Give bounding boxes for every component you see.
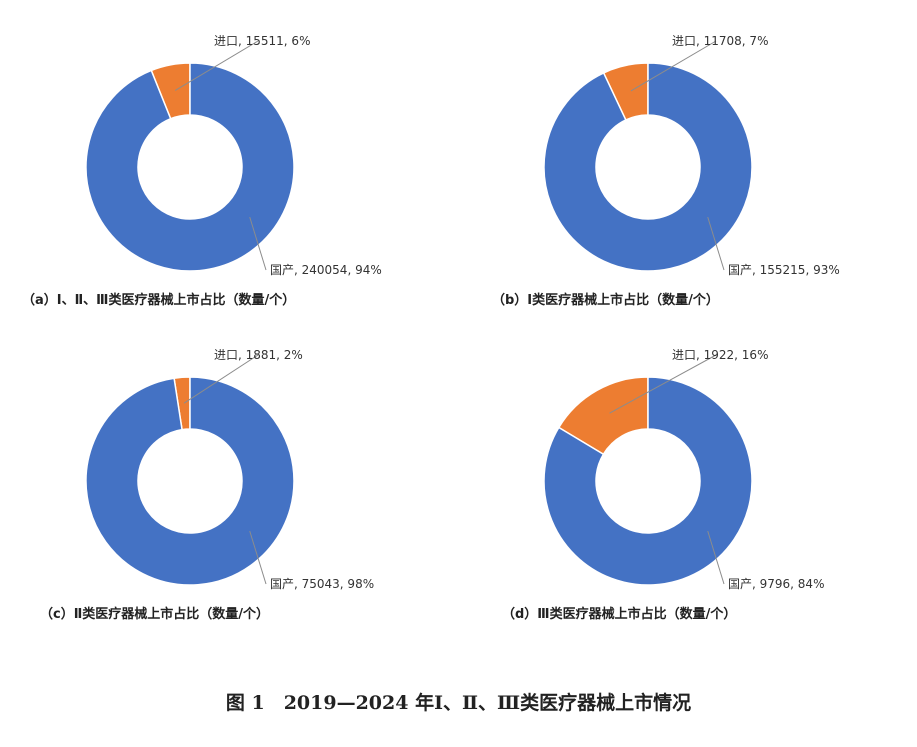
donut-chart-d: 进口, 1922, 16% 国产, 9796, 84% — [543, 348, 824, 591]
leader-line-import-b — [630, 40, 717, 92]
label-domestic-d: 国产, 9796, 84% — [728, 577, 824, 591]
donut-chart-a: 进口, 15511, 6% 国产, 240054, 94% — [85, 34, 382, 277]
leader-line-domestic-a — [249, 216, 267, 271]
chart-panel-b: 进口, 11708, 7% 国产, 155215, 93% — [458, 0, 916, 330]
donut-chart-c: 进口, 1881, 2% 国产, 75043, 98% — [85, 348, 374, 591]
label-domestic-a: 国产, 240054, 94% — [270, 263, 382, 277]
leader-line-domestic-d — [707, 530, 725, 585]
leader-line-import-d — [609, 354, 717, 414]
chart-panel-a: 进口, 15511, 6% 国产, 240054, 94% — [0, 0, 458, 330]
slice-domestic-b — [543, 62, 753, 272]
label-import-d: 进口, 1922, 16% — [672, 348, 768, 362]
leader-line-domestic-b — [707, 216, 725, 271]
leader-line-import-c — [183, 354, 259, 404]
slice-domestic-c — [85, 376, 295, 586]
label-domestic-c: 国产, 75043, 98% — [270, 577, 374, 591]
label-import-b: 进口, 11708, 7% — [672, 34, 768, 48]
donut-chart-b: 进口, 11708, 7% 国产, 155215, 93% — [543, 34, 840, 277]
chart-panel-c: 进口, 1881, 2% 国产, 75043, 98% — [0, 314, 458, 644]
slice-domestic-a — [85, 62, 295, 272]
leader-line-domestic-c — [249, 530, 267, 585]
chart-panel-d: 进口, 1922, 16% 国产, 9796, 84% — [458, 314, 916, 644]
label-import-c: 进口, 1881, 2% — [214, 348, 303, 362]
figure-title: 图 1 2019—2024 年Ⅰ、Ⅱ、Ⅲ类医疗器械上市情况 — [225, 692, 692, 714]
chart-title-a: （a）Ⅰ、Ⅱ、Ⅲ类医疗器械上市占比（数量/个） — [22, 293, 296, 308]
label-domestic-b: 国产, 155215, 93% — [728, 263, 840, 277]
leader-line-import-a — [174, 40, 259, 91]
chart-title-b: （b）Ⅰ类医疗器械上市占比（数量/个） — [492, 293, 719, 308]
chart-title-d: （d）Ⅲ类医疗器械上市占比（数量/个） — [502, 607, 737, 622]
label-import-a: 进口, 15511, 6% — [214, 34, 310, 48]
chart-title-c: （c）Ⅱ类医疗器械上市占比（数量/个） — [40, 607, 270, 622]
slice-domestic-d — [543, 376, 753, 586]
